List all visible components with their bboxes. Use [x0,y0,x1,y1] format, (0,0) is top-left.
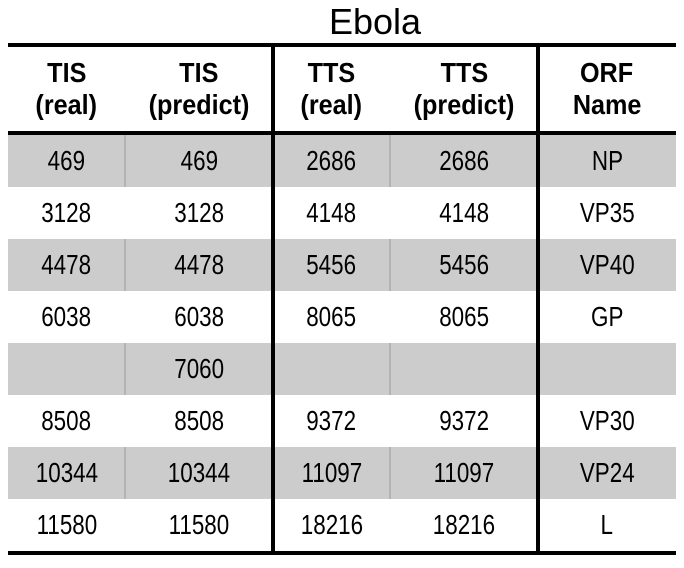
table-cell: 10344 [35,457,98,488]
column-header-tis-predict: TIS (predict) [148,57,250,120]
table-cell: 4148 [439,197,489,228]
column-header-tis-real: TIS (real) [35,57,98,120]
table-cell: 8508 [41,405,92,436]
table-cell: 4478 [174,249,224,280]
table-cell: 10344 [167,457,231,488]
table-cell: 11097 [433,457,495,488]
table-cell-orf: L [600,509,614,540]
table-row: 4478 4478 5456 5456 VP40 [8,239,676,291]
table-row: 11580 11580 18216 18216 L [8,499,676,551]
table-cell: 469 [47,145,86,176]
table-row: 3128 3128 4148 4148 VP35 [8,187,676,239]
table-cell: 6038 [41,301,92,332]
column-group-divider-left [271,43,275,555]
table-cell [390,343,538,395]
table-cell: 8065 [306,301,357,332]
table-cell: 6038 [174,301,224,332]
table-row: 469 469 2686 2686 NP [8,135,676,187]
table-cell: 11580 [36,509,97,540]
table-cell: 4478 [41,249,92,280]
table-cell: 469 [180,145,218,176]
table-cell: 9372 [439,405,489,436]
table-body: 469 469 2686 2686 NP 3128 3128 4148 4148… [8,135,676,551]
table-row: 10344 10344 11097 11097 VP24 [8,447,676,499]
figure-title: Ebola [328,1,422,42]
ebola-orf-table: TIS (real) TIS (predict) TTS (real) TTS … [8,43,676,555]
table-cell [273,343,390,395]
table-cell [8,343,125,395]
table-row: 7060 [8,343,676,395]
table-cell-orf: VP30 [579,405,635,436]
table-cell-orf: VP24 [579,457,635,488]
table-cell: 18216 [432,509,496,540]
table-header-row: TIS (real) TIS (predict) TTS (real) TTS … [8,47,676,135]
table-row: 8508 8508 9372 9372 VP30 [8,395,676,447]
table-cell: 4148 [306,197,357,228]
table-cell-orf: GP [590,301,624,332]
table-cell: 8065 [439,301,489,332]
table-cell: 5456 [306,249,357,280]
column-header-orf-name: ORF Name [572,57,642,120]
table-cell: 2686 [439,145,489,176]
table-cell: 18216 [300,509,363,540]
table-cell-orf: VP40 [579,249,635,280]
table-cell: 5456 [439,249,489,280]
column-header-tts-predict: TTS (predict) [413,57,515,120]
table-cell: 2686 [306,145,357,176]
table-row: 6038 6038 8065 8065 GP [8,291,676,343]
table-cell: 7060 [174,353,224,384]
column-group-divider-right [536,43,540,555]
table-cell: 9372 [306,405,357,436]
table-cell: 3128 [41,197,92,228]
column-header-tts-real: TTS (real) [300,57,363,120]
table-cell: 3128 [174,197,224,228]
table-cell-orf: VP35 [579,197,635,228]
table-cell: 11580 [168,509,230,540]
table-cell-orf [538,343,676,395]
table-cell-orf: NP [591,145,623,176]
table-cell: 11097 [301,457,362,488]
table-cell: 8508 [174,405,224,436]
